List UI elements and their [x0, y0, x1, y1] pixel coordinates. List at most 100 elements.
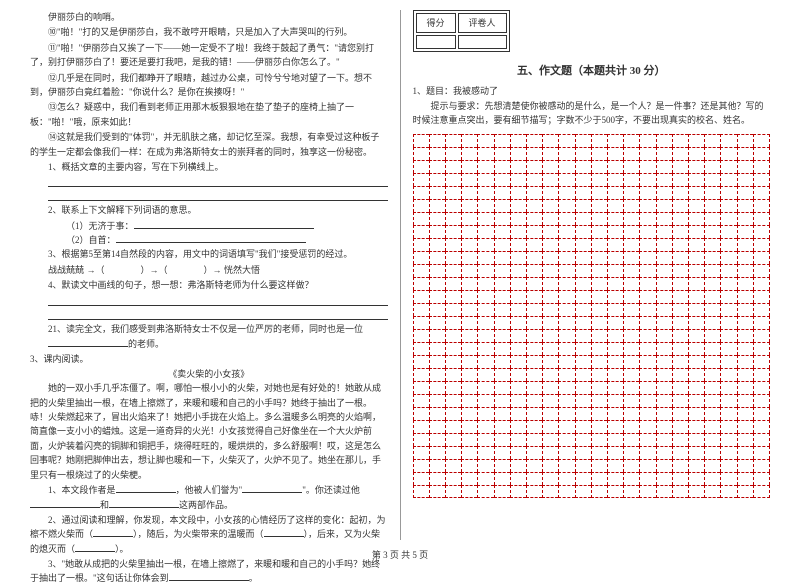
- grid-cell: [494, 303, 510, 316]
- grid-cell: [591, 472, 607, 485]
- grid-row: [413, 355, 771, 368]
- prompt-2: 提示与要求：先想清楚使你被感动的是什么，是一个人？是一件事？还是其他？写的时候注…: [413, 99, 771, 128]
- q2-sub-b: （2）自首：: [30, 233, 388, 247]
- grid-cell: [753, 173, 770, 186]
- grid-cell: [737, 147, 753, 160]
- grid-cell: [591, 446, 607, 459]
- grid-cell: [688, 420, 704, 433]
- grid-cell: [494, 277, 510, 290]
- grid-cell: [575, 472, 591, 485]
- grid-cell: [623, 186, 639, 199]
- grid-cell: [445, 277, 461, 290]
- grid-cell: [737, 472, 753, 485]
- grid-cell: [413, 251, 429, 264]
- grid-cell: [688, 238, 704, 251]
- grid-cell: [429, 329, 445, 342]
- grid-cell: [445, 459, 461, 472]
- grid-cell: [720, 316, 736, 329]
- grid-cell: [639, 316, 655, 329]
- grid-cell: [753, 433, 770, 446]
- grid-cell: [461, 459, 477, 472]
- grid-cell: [494, 186, 510, 199]
- grid-row: [413, 459, 771, 472]
- grid-cell: [753, 225, 770, 238]
- grid-cell: [737, 160, 753, 173]
- grid-cell: [542, 329, 558, 342]
- grid-cell: [720, 381, 736, 394]
- grid-cell: [526, 342, 542, 355]
- grid-cell: [737, 303, 753, 316]
- grid-cell: [704, 472, 720, 485]
- grid-cell: [461, 368, 477, 381]
- grid-cell: [591, 199, 607, 212]
- grid-cell: [720, 472, 736, 485]
- grid-cell: [510, 186, 526, 199]
- grid-cell: [542, 303, 558, 316]
- grid-cell: [542, 459, 558, 472]
- grid-cell: [445, 173, 461, 186]
- grid-cell: [542, 199, 558, 212]
- grid-cell: [672, 420, 688, 433]
- grid-cell: [429, 420, 445, 433]
- grid-cell: [413, 186, 429, 199]
- grid-cell: [542, 485, 558, 498]
- grid-cell: [542, 134, 558, 147]
- grid-cell: [639, 251, 655, 264]
- grid-cell: [575, 368, 591, 381]
- grid-cell: [510, 173, 526, 186]
- grid-cell: [753, 355, 770, 368]
- grid-cell: [688, 199, 704, 212]
- grid-cell: [558, 420, 574, 433]
- grid-cell: [575, 199, 591, 212]
- grid-cell: [591, 368, 607, 381]
- grid-cell: [623, 433, 639, 446]
- marker-cell: [458, 35, 507, 49]
- grid-cell: [639, 420, 655, 433]
- grid-cell: [656, 355, 672, 368]
- grid-cell: [413, 342, 429, 355]
- grid-cell: [607, 446, 623, 459]
- grid-cell: [720, 225, 736, 238]
- grid-cell: [704, 316, 720, 329]
- grid-cell: [607, 238, 623, 251]
- grid-cell: [753, 147, 770, 160]
- grid-cell: [720, 212, 736, 225]
- grid-cell: [477, 407, 493, 420]
- grid-cell: [720, 277, 736, 290]
- grid-cell: [656, 134, 672, 147]
- grid-cell: [558, 355, 574, 368]
- grid-cell: [672, 251, 688, 264]
- grid-cell: [477, 316, 493, 329]
- grid-cell: [494, 251, 510, 264]
- score-box: 得分 评卷人: [413, 10, 510, 52]
- grid-cell: [542, 433, 558, 446]
- grid-cell: [542, 251, 558, 264]
- blank-line: [48, 308, 388, 320]
- grid-cell: [753, 160, 770, 173]
- grid-cell: [753, 212, 770, 225]
- para-5: ⑬怎么？疑惑中，我们看到老师正用那木板狠狠地在垫了垫子的座椅上抽了一板："啪！"…: [30, 100, 388, 129]
- grid-cell: [445, 186, 461, 199]
- grid-cell: [688, 264, 704, 277]
- grid-cell: [656, 342, 672, 355]
- grid-cell: [494, 225, 510, 238]
- grid-cell: [607, 225, 623, 238]
- grid-cell: [607, 134, 623, 147]
- grid-cell: [477, 147, 493, 160]
- grid-cell: [575, 355, 591, 368]
- grid-cell: [623, 212, 639, 225]
- grid-cell: [737, 342, 753, 355]
- grid-cell: [672, 329, 688, 342]
- grid-cell: [558, 329, 574, 342]
- grid-cell: [575, 420, 591, 433]
- grid-cell: [607, 433, 623, 446]
- grid-cell: [575, 303, 591, 316]
- grid-cell: [575, 238, 591, 251]
- question-1: 1、概括文章的主要内容，写在下列横线上。: [30, 160, 388, 174]
- grid-cell: [672, 199, 688, 212]
- grid-cell: [672, 134, 688, 147]
- reading-q1: 1、本文段作者是，他被人们誉为""。你还读过他: [30, 483, 388, 497]
- blank: [242, 483, 302, 493]
- blank: [134, 219, 314, 229]
- grid-cell: [704, 186, 720, 199]
